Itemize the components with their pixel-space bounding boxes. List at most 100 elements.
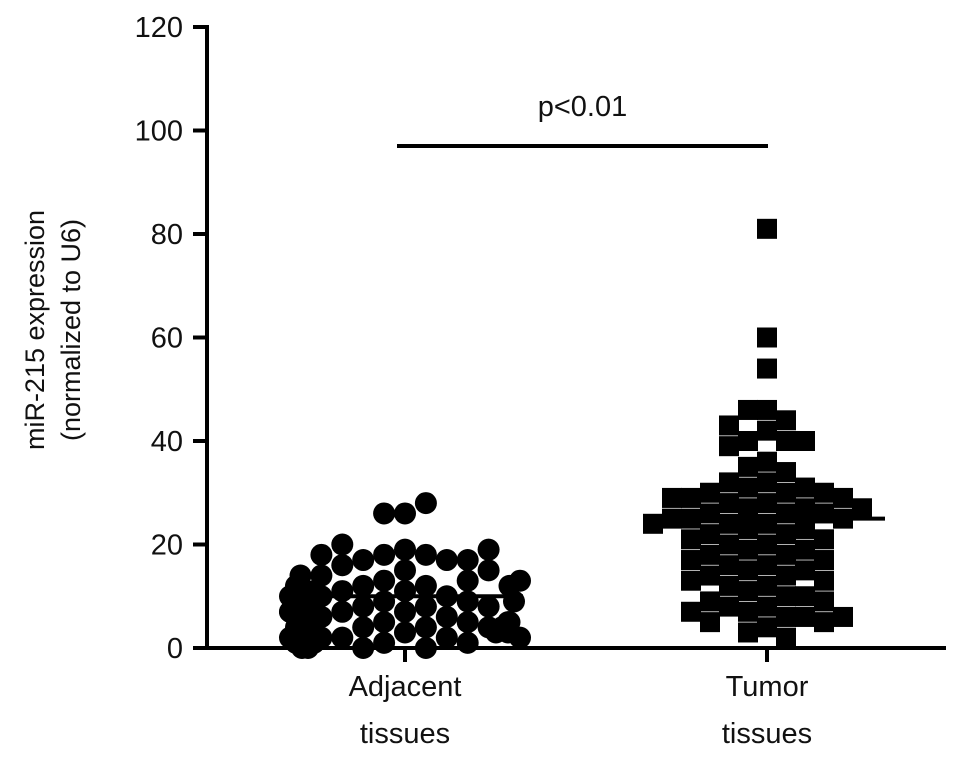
y-tick-label: 40 [151,426,183,458]
y-axis-title: miR-215 expression (normalized to U6) [20,210,86,450]
data-point [681,529,701,550]
data-point [509,626,531,649]
data-point [757,327,777,348]
data-point [352,616,375,639]
data-point [700,565,720,586]
data-point [738,456,758,477]
data-point [814,529,834,550]
data-point [814,612,834,633]
data-point [456,569,479,592]
p-value-label: p<0.01 [538,91,628,123]
data-point [477,538,500,561]
data-point [700,524,720,545]
data-point [352,574,375,597]
data-point [776,565,796,586]
y-tick-label: 120 [135,12,183,44]
data-point [331,600,354,623]
data-point [719,555,739,576]
data-point [738,399,758,420]
data-point [373,569,396,592]
data-point [394,559,416,582]
data-point [414,595,437,618]
data-point [814,591,834,612]
data-point [738,560,758,581]
data-point [757,358,777,379]
data-point [700,544,720,565]
data-point [331,554,354,577]
data-point [509,569,531,592]
data-point [297,626,319,649]
x-axis: Adjacent tissues Tumor tissues [205,646,946,750]
y-axis-title-line: miR-215 expression [20,210,50,450]
data-point [738,518,758,539]
data-point [795,560,815,581]
x-category-label: Tumor [726,671,809,703]
data-point [776,606,796,627]
data-point [662,487,682,508]
data-point [776,627,796,648]
data-point [331,580,354,603]
data-point [477,559,500,582]
data-point [681,550,701,571]
data-point [373,631,396,654]
data-point [719,575,739,596]
data-point [719,415,739,436]
data-point [757,493,777,514]
data-point [414,543,437,566]
data-point [719,436,739,457]
data-point [757,472,777,493]
data-point [331,626,354,649]
data-point [700,591,720,612]
data-point [757,617,777,638]
data-point [373,502,396,525]
data-point [373,611,396,634]
data-point [776,431,796,451]
data-point [394,538,416,561]
data-point [373,590,396,613]
data-point [456,590,479,613]
data-point [719,534,739,555]
y-tick-label: 80 [151,219,183,251]
data-point [776,586,796,607]
x-category-label: Adjacent [349,671,462,703]
y-tick-label: 60 [151,323,183,355]
data-point [738,477,758,498]
y-axis: 0 20 40 60 80 100 120 miR-215 expression (normal… [20,12,209,665]
data-point [795,586,815,607]
data-point [776,410,796,431]
data-point [738,581,758,602]
data-point [776,462,796,483]
data-point [456,549,479,572]
data-point [310,543,333,566]
data-point [757,575,777,596]
data-point [833,606,853,627]
data-point [700,612,720,633]
data-point [738,498,758,519]
data-point [394,580,416,603]
data-point [681,601,701,622]
data-point [331,533,354,556]
data-point [414,492,437,515]
data-points [279,218,872,659]
data-point [776,482,796,503]
y-tick-label: 0 [167,633,183,665]
data-point [414,616,437,639]
data-point [757,420,777,441]
data-point [435,626,458,649]
data-point [719,472,739,493]
data-point [757,596,777,617]
data-point [352,549,375,572]
mean-lines [287,516,885,599]
data-point [394,600,416,623]
data-point [757,218,777,239]
data-point [373,543,396,566]
data-point [394,621,416,644]
x-category-label: tissues [722,718,812,750]
data-point [477,595,500,618]
data-point [394,502,416,525]
data-point [757,451,777,472]
data-point [814,550,834,571]
data-point [795,539,815,560]
data-point [503,590,525,613]
